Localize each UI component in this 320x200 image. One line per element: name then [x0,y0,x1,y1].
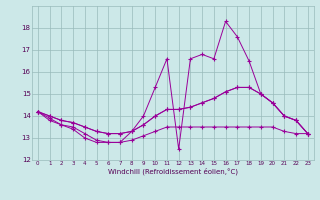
X-axis label: Windchill (Refroidissement éolien,°C): Windchill (Refroidissement éolien,°C) [108,168,238,175]
